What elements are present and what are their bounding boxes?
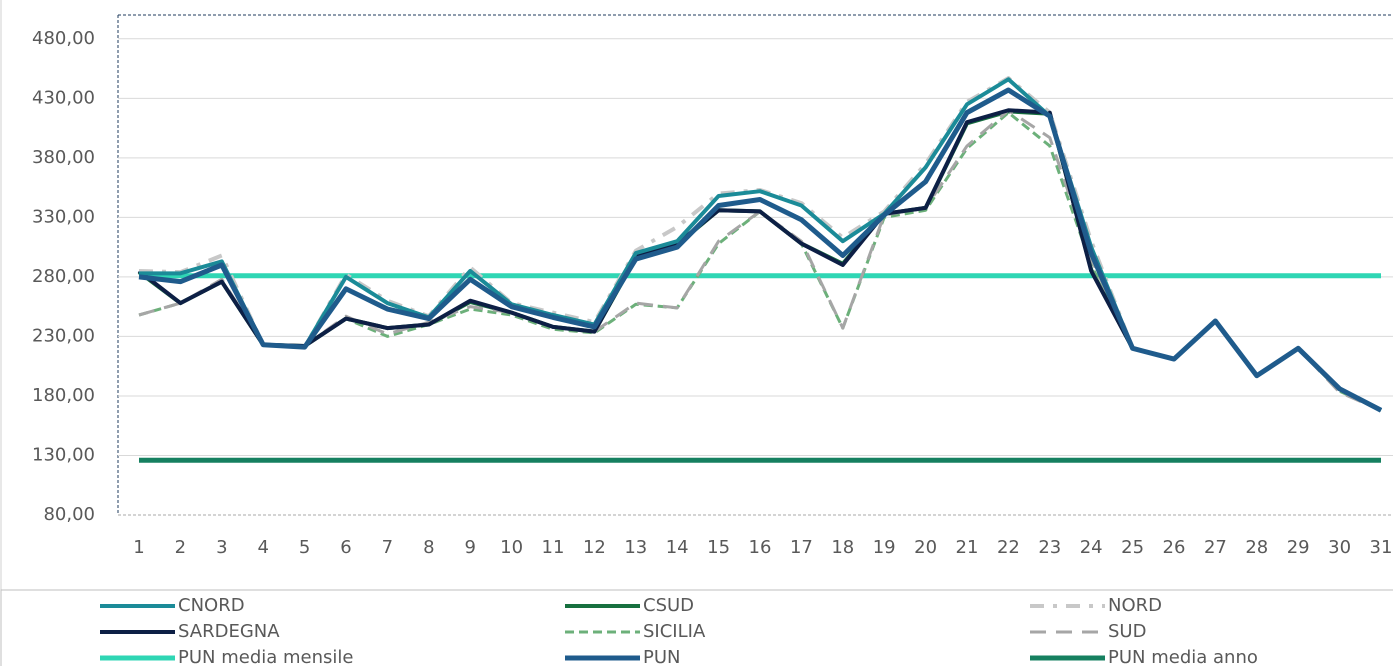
legend-label: NORD: [1108, 595, 1162, 616]
x-tick-label: 28: [1245, 537, 1268, 558]
series-line: [138, 87, 1383, 413]
legend-label: SICILIA: [643, 621, 706, 642]
x-tick-label: 24: [1080, 537, 1103, 558]
x-tick-label: 13: [624, 537, 647, 558]
x-tick-label: 21: [956, 537, 979, 558]
x-tick-label: 11: [542, 537, 565, 558]
x-tick-label: 6: [340, 537, 351, 558]
x-tick-label: 27: [1204, 537, 1227, 558]
legend-label: SARDEGNA: [178, 621, 280, 642]
x-tick-label: 23: [1038, 537, 1061, 558]
x-tick-label: 14: [666, 537, 689, 558]
y-tick-label: 480,00: [32, 28, 95, 49]
y-tick-label: 230,00: [32, 325, 95, 346]
legend-label: PUN media mensile: [178, 647, 353, 666]
series-line: [139, 77, 1382, 413]
x-tick-label: 9: [464, 537, 475, 558]
x-tick-label: 22: [997, 537, 1020, 558]
series-line: [137, 108, 1382, 413]
x-tick-label: 1: [133, 537, 144, 558]
x-tick-label: 3: [216, 537, 227, 558]
x-tick-label: 18: [831, 537, 854, 558]
y-tick-label: 180,00: [32, 385, 95, 406]
x-tick-label: 26: [1163, 537, 1186, 558]
legend-label: PUN media anno: [1108, 647, 1258, 666]
y-tick-label: 430,00: [32, 87, 95, 108]
series-line: [138, 108, 1382, 412]
x-tick-label: 5: [299, 537, 310, 558]
series-line: [138, 111, 1382, 412]
x-tick-label: 15: [707, 537, 730, 558]
x-tick-label: 17: [790, 537, 813, 558]
x-tick-label: 25: [1121, 537, 1144, 558]
legend-box: [0, 589, 1393, 666]
x-tick-label: 20: [914, 537, 937, 558]
y-tick-label: 380,00: [32, 147, 95, 168]
x-tick-label: 10: [500, 537, 523, 558]
legend-label: SUD: [1108, 621, 1146, 642]
x-tick-label: 8: [423, 537, 434, 558]
x-tick-label: 30: [1328, 537, 1351, 558]
x-tick-label: 12: [583, 537, 606, 558]
x-tick-label: 31: [1370, 537, 1393, 558]
series-line: [138, 76, 1382, 413]
x-tick-label: 16: [749, 537, 772, 558]
x-tick-label: 19: [873, 537, 896, 558]
x-tick-label: 29: [1287, 537, 1310, 558]
legend-label: PUN: [643, 647, 681, 666]
x-tick-label: 7: [382, 537, 393, 558]
legend-label: CNORD: [178, 595, 245, 616]
y-tick-label: 330,00: [32, 206, 95, 227]
x-tick-label: 4: [257, 537, 268, 558]
x-tick-label: 2: [175, 537, 186, 558]
y-tick-label: 80,00: [43, 504, 95, 525]
y-tick-label: 280,00: [32, 266, 95, 287]
legend-label: CSUD: [643, 595, 694, 616]
series-line: [137, 109, 1382, 413]
y-tick-label: 130,00: [32, 444, 95, 465]
